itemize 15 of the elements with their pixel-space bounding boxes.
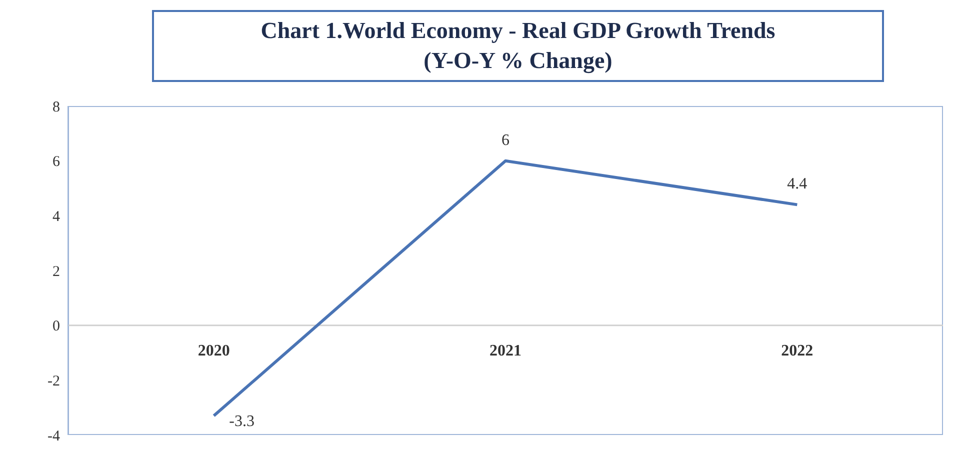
data-label: -3.3 — [229, 412, 254, 430]
data-label: 4.4 — [787, 176, 808, 193]
chart-subtitle: (Y-O-Y % Change) — [422, 47, 614, 76]
y-tick-label: 2 — [52, 264, 60, 280]
x-tick-label: 2021 — [490, 342, 522, 360]
data-label: 6 — [502, 132, 510, 149]
y-tick-label: 0 — [52, 318, 60, 335]
y-tick-label: 4 — [52, 208, 60, 225]
x-tick-label: 2022 — [781, 342, 814, 360]
y-tick-label: -2 — [48, 373, 60, 390]
x-tick-label: 2020 — [198, 342, 230, 360]
y-tick-label: 8 — [52, 99, 60, 116]
y-tick-label: -4 — [48, 428, 60, 444]
y-tick-label: 6 — [52, 154, 60, 170]
chart-title: Chart 1.World Economy - Real GDP Growth Trends — [260, 17, 776, 45]
